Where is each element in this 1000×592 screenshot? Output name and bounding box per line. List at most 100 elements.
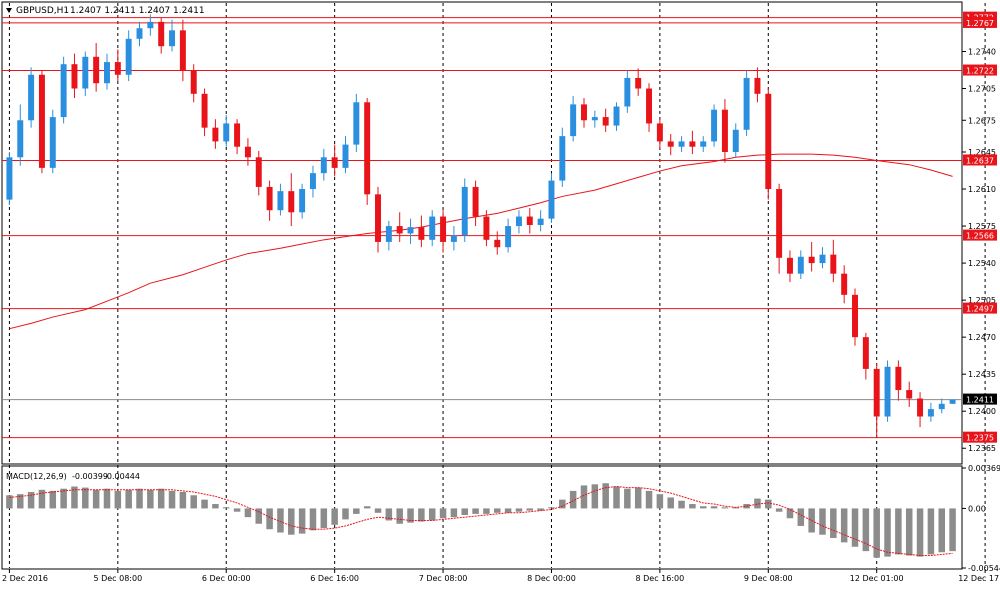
macd-histogram-bar — [721, 507, 729, 509]
macd-histogram-bar — [797, 508, 805, 526]
price-tick-label: 1.2365 — [968, 444, 996, 453]
macd-histogram-bar — [840, 508, 848, 543]
macd-tick-label: -0.00544 — [968, 564, 1000, 573]
macd-histogram-bar — [418, 508, 425, 522]
candle-body — [602, 117, 609, 126]
candle-body — [938, 403, 945, 410]
macd-histogram-bar — [222, 507, 230, 509]
macd-histogram-bar — [526, 508, 534, 511]
symbol-label: GBPUSD,H1 — [16, 6, 69, 16]
candle-body — [949, 399, 956, 404]
macd-histogram-bar — [602, 483, 609, 509]
price-tick-label: 1.2645 — [968, 148, 996, 157]
macd-histogram-bar — [591, 484, 599, 509]
candle-body — [147, 21, 154, 29]
time-tick-label: 8 Dec 00:00 — [527, 574, 576, 583]
moving-average-line — [9, 153, 953, 330]
macd-histogram-bar — [277, 508, 284, 533]
macd-histogram-bar — [916, 508, 924, 557]
macd-histogram-bar — [927, 508, 935, 555]
macd-histogram-bar — [645, 490, 653, 509]
candle-body — [450, 235, 457, 242]
level-label-bg — [963, 154, 997, 166]
price-tick-label: 1.2540 — [968, 259, 996, 268]
candle-body — [320, 157, 327, 174]
price-tick-label: 1.2400 — [968, 407, 996, 416]
candle-body — [537, 218, 544, 226]
macd-histogram-bar — [17, 494, 24, 509]
macd-signal-line — [9, 486, 953, 557]
macd-histogram-bar — [678, 500, 685, 509]
macd-histogram-bar — [699, 506, 707, 509]
macd-histogram-bar — [60, 488, 67, 509]
macd-histogram-bar — [483, 508, 490, 514]
candle-body — [342, 144, 349, 168]
level-label-bg — [963, 16, 997, 28]
macd-histogram-bar — [819, 508, 826, 535]
ohlc-label: 1.2407 1.2411 1.2407 1.2411 — [70, 6, 205, 16]
time-tick-label: 2 Dec 2016 — [2, 574, 48, 583]
candle-body — [927, 409, 934, 417]
candle-body — [60, 64, 67, 118]
candle-body — [613, 106, 620, 126]
candle-body — [483, 216, 490, 240]
macd-histogram-bar — [233, 508, 241, 512]
price-pane-frame — [1, 1, 963, 465]
vertical-grid — [8, 3, 986, 568]
current-price-label-bg — [963, 393, 997, 405]
symbol-dropdown-icon[interactable] — [6, 8, 12, 13]
level-label: 1.2722 — [966, 67, 994, 76]
macd-histogram-bar — [6, 495, 13, 509]
moving-average — [9, 153, 953, 330]
macd-histogram-bar — [38, 489, 46, 509]
macd-histogram-bar — [548, 507, 555, 509]
candle-body — [526, 216, 533, 226]
macd-histogram-bar — [580, 485, 588, 509]
candle-body — [765, 93, 772, 190]
macd-histogram-bar — [559, 499, 566, 509]
macd-histogram-bar — [515, 508, 523, 512]
level-label: 1.2375 — [966, 434, 994, 443]
macd-histogram-bar — [754, 498, 761, 509]
candle-body — [461, 186, 468, 236]
level-label: 1.2767 — [966, 19, 994, 28]
level-label-bg — [963, 302, 997, 314]
candle-body — [689, 141, 696, 147]
candle-body — [732, 129, 739, 153]
candle-body — [808, 256, 815, 264]
candle-body — [548, 180, 555, 219]
candle-body — [656, 123, 663, 142]
macd-histogram-bar — [49, 490, 57, 509]
macd-histogram-bar — [363, 506, 371, 509]
candle-body — [6, 157, 13, 200]
candle-body — [559, 136, 566, 181]
macd-histogram-bar — [765, 499, 772, 509]
time-tick-label: 6 Dec 00:00 — [202, 574, 251, 583]
candle-body — [624, 77, 631, 107]
macd-histogram-bar — [114, 490, 122, 509]
candle-body — [440, 216, 447, 242]
time-axis: 2 Dec 2016 5 Dec 08:00 6 Dec 00:00 6 Dec 16… — [2, 569, 1000, 583]
macd-histogram-bar — [157, 488, 165, 509]
macd-histogram-bar — [168, 490, 176, 509]
candle-body — [852, 294, 858, 338]
macd-histogram-bar — [461, 508, 468, 515]
macd-histogram-bar — [396, 508, 403, 524]
macd-histogram-bar — [613, 486, 620, 509]
macd-axis: 0.00369 0.00 -0.00544 — [962, 464, 1000, 573]
macd-histogram-bar — [147, 489, 154, 509]
macd-histogram-bar — [450, 508, 458, 518]
level-label-bg — [963, 229, 997, 241]
level-label-bg — [963, 64, 997, 76]
macd-histogram-bar — [309, 508, 317, 531]
candle-body — [93, 56, 100, 84]
time-tick-label: 5 Dec 08:00 — [93, 574, 142, 583]
time-tick-label: 12 Dec 01:00 — [850, 574, 904, 583]
macd-histogram-bar — [710, 506, 718, 509]
macd-histogram-bar — [353, 508, 360, 514]
candle-body — [667, 141, 674, 147]
macd-histogram-bar — [862, 508, 870, 552]
candle-body — [494, 239, 501, 248]
